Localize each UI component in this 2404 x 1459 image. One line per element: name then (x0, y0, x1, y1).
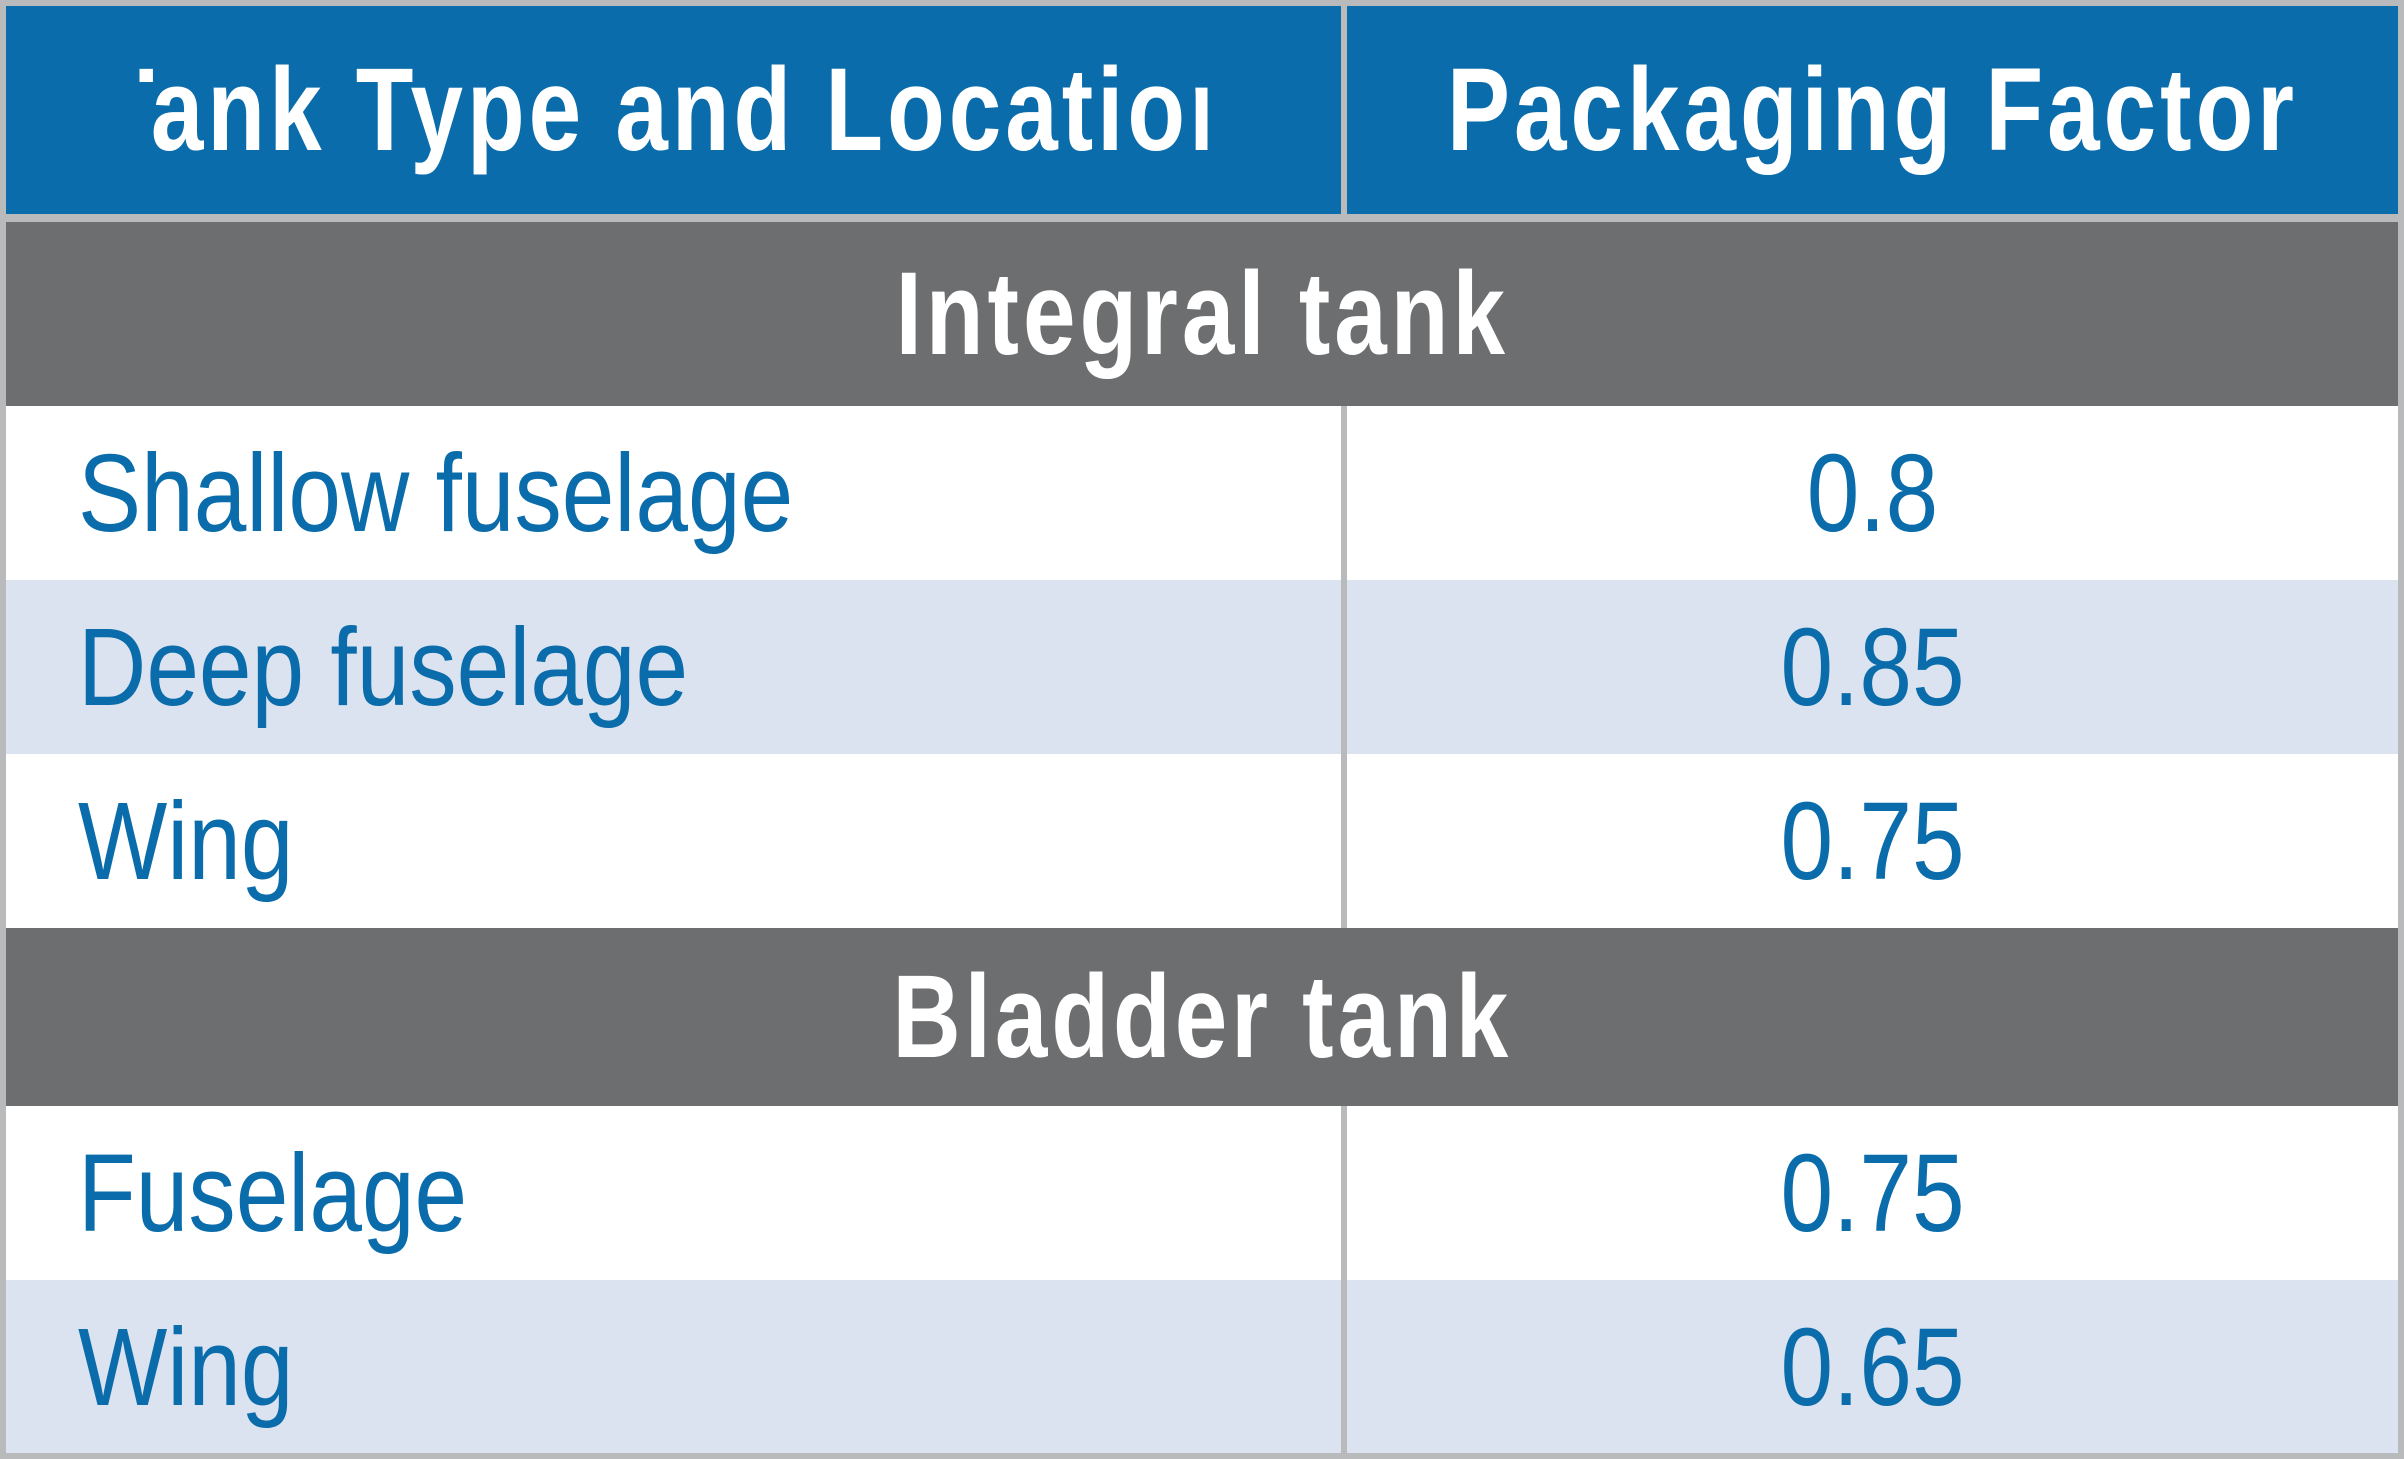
row-value: 0.85 (1780, 605, 1965, 729)
column-divider (1341, 406, 1347, 928)
row-value: 0.8 (1806, 431, 1939, 555)
row-label: Deep fuselage (78, 605, 689, 729)
column-divider (1341, 1106, 1347, 1453)
table-row: Wing 0.65 (6, 1280, 2398, 1453)
row-label: Wing (78, 1305, 294, 1429)
section-title: Bladder tank (892, 951, 1512, 1083)
table-row: Shallow fuselage 0.8 (6, 406, 2398, 580)
table-row: Fuselage 0.75 (6, 1106, 2398, 1280)
row-value: 0.75 (1780, 779, 1965, 903)
section-title: Integral tank (895, 248, 1509, 380)
header-packaging-factor: Packaging Factor (1452, 44, 2293, 176)
row-label: Shallow fuselage (78, 431, 794, 555)
header-tank-type: Tank Type and Location (139, 44, 1208, 176)
row-label: Wing (78, 779, 294, 903)
table-row: Wing 0.75 (6, 754, 2398, 928)
row-value: 0.65 (1780, 1305, 1965, 1429)
section-bladder-tank: Bladder tank (6, 928, 2398, 1106)
section-integral-tank: Integral tank (6, 222, 2398, 406)
header-divider (1341, 6, 1347, 214)
table-header: Tank Type and Location Packaging Factor (6, 6, 2398, 222)
row-value: 0.75 (1780, 1131, 1965, 1255)
row-label: Fuselage (78, 1131, 468, 1255)
table-row: Deep fuselage 0.85 (6, 580, 2398, 754)
